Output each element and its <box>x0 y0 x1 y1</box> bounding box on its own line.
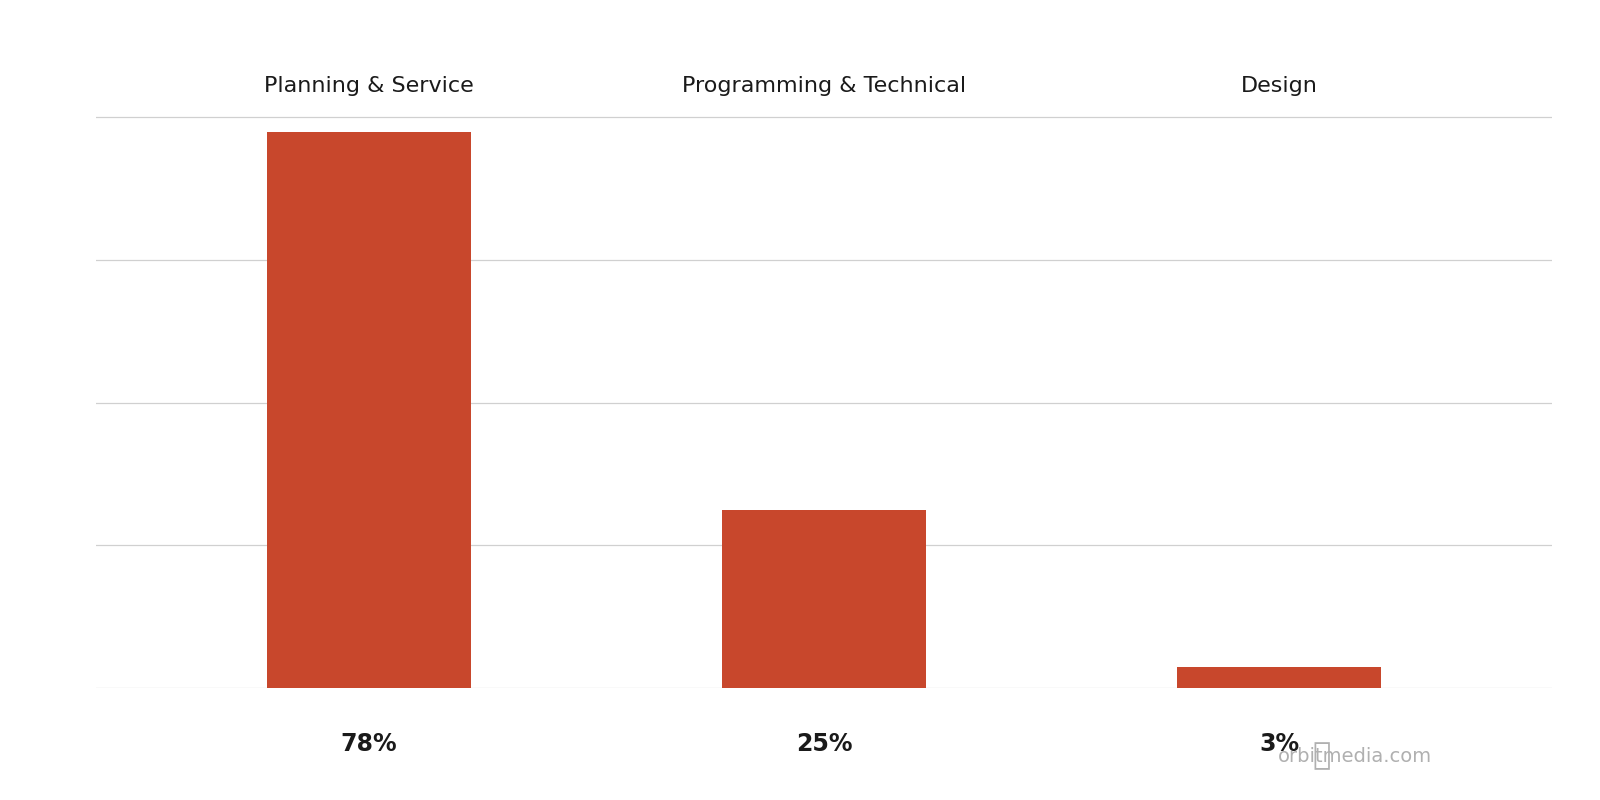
Text: 25%: 25% <box>795 733 853 757</box>
Bar <box>267 132 472 688</box>
Text: 78%: 78% <box>341 733 397 757</box>
Text: Design: Design <box>1240 76 1317 96</box>
Text: Programming & Technical: Programming & Technical <box>682 76 966 96</box>
Text: Planning & Service: Planning & Service <box>264 76 474 96</box>
Text: 3%: 3% <box>1259 733 1299 757</box>
Bar <box>1176 666 1381 688</box>
Text: ⦿: ⦿ <box>1312 742 1331 770</box>
Bar <box>722 510 926 688</box>
Text: orbitmedia.com: orbitmedia.com <box>1278 746 1432 766</box>
